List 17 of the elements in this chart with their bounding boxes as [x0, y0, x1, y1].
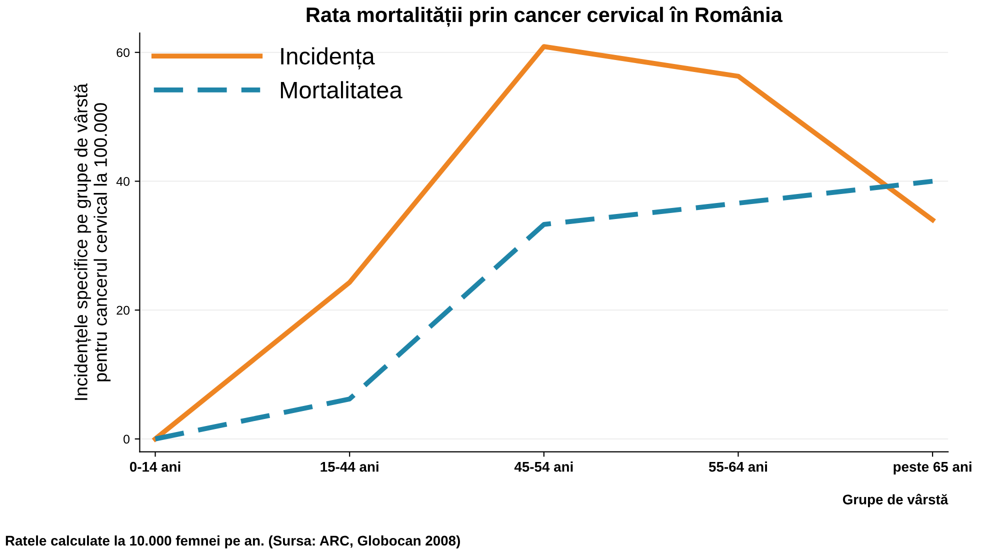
legend-label: Mortalitatea: [280, 81, 402, 98]
x-tick-label: 55-64 ani: [708, 462, 767, 472]
line-series: [152, 44, 935, 442]
chart-title: Rata mortalității prin cancer cervical în România: [306, 6, 783, 27]
text: Ratele calculate la 10.000 femnei pe an. (Sursa: ARC, Globocan 2008): [6, 535, 460, 548]
x-tick-label: 0-14 ani: [130, 462, 180, 472]
x-tick-label: 45-54 ani: [514, 462, 573, 472]
y-tick-label: 40: [116, 177, 130, 186]
legend-label: Incidența: [281, 47, 375, 70]
y-axis-title: Incidențele specifice pe grupe de vârstă pentru cancerul cervical la 100.000: [74, 83, 111, 400]
y-tick-label: 0: [124, 434, 130, 444]
y-tick-label: 60: [116, 48, 130, 58]
x-axis-title: Grupe de vârstă: [842, 494, 948, 508]
x-tick-label: 15-44 ani: [320, 462, 378, 472]
y-tick-label: 20: [116, 306, 130, 315]
x-tick-label: peste 65 ani: [894, 462, 972, 474]
line-series: [152, 178, 935, 442]
